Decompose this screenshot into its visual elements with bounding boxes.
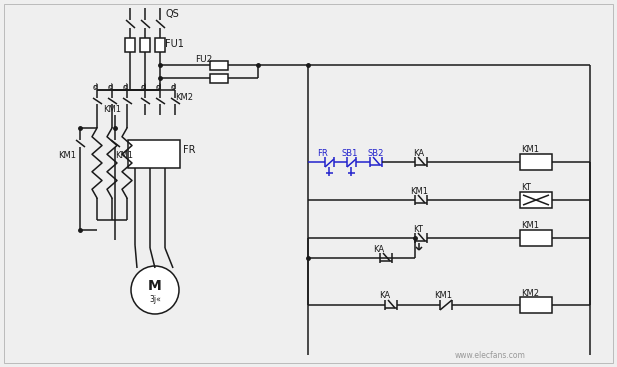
- Text: FU1: FU1: [165, 39, 184, 49]
- Bar: [520, 192, 552, 208]
- Bar: [520, 297, 552, 313]
- Bar: [140, 38, 150, 52]
- Circle shape: [131, 266, 179, 314]
- Text: d: d: [108, 83, 113, 91]
- Text: KM1: KM1: [58, 150, 76, 160]
- Bar: [125, 38, 135, 52]
- Text: SB1: SB1: [342, 149, 358, 159]
- Text: FR: FR: [317, 149, 328, 159]
- Text: d: d: [109, 84, 114, 90]
- Text: KM2: KM2: [175, 92, 193, 102]
- Text: KA: KA: [373, 244, 384, 254]
- Bar: [128, 140, 180, 168]
- Text: d: d: [124, 84, 128, 90]
- Text: 3j«: 3j«: [149, 294, 161, 304]
- Text: d: d: [172, 84, 176, 90]
- Text: d: d: [93, 83, 98, 91]
- Text: KM1: KM1: [521, 145, 539, 155]
- Text: www.elecfans.com: www.elecfans.com: [455, 352, 526, 360]
- Text: M: M: [148, 279, 162, 293]
- Bar: [210, 74, 228, 83]
- Bar: [520, 154, 552, 170]
- Text: KM1: KM1: [103, 105, 121, 115]
- Text: KM2: KM2: [521, 288, 539, 298]
- Text: d: d: [123, 83, 128, 91]
- Bar: [155, 38, 165, 52]
- Text: d: d: [94, 84, 98, 90]
- Text: KM1: KM1: [521, 222, 539, 230]
- Text: KA: KA: [413, 149, 424, 157]
- Text: SB2: SB2: [367, 149, 383, 159]
- Bar: [520, 230, 552, 246]
- Text: KM1: KM1: [410, 186, 428, 196]
- Text: d: d: [142, 84, 146, 90]
- Text: d: d: [171, 83, 176, 91]
- Bar: [210, 61, 228, 70]
- Text: KA: KA: [379, 291, 390, 301]
- Text: FU2: FU2: [195, 55, 212, 63]
- Text: KT: KT: [521, 184, 531, 193]
- Text: KM1: KM1: [434, 291, 452, 301]
- Text: FR: FR: [183, 145, 196, 155]
- Text: d: d: [141, 83, 146, 91]
- Text: KM1: KM1: [115, 150, 133, 160]
- Text: KT: KT: [413, 225, 423, 233]
- Text: d: d: [157, 84, 162, 90]
- Text: d: d: [156, 83, 161, 91]
- Text: QS: QS: [165, 9, 179, 19]
